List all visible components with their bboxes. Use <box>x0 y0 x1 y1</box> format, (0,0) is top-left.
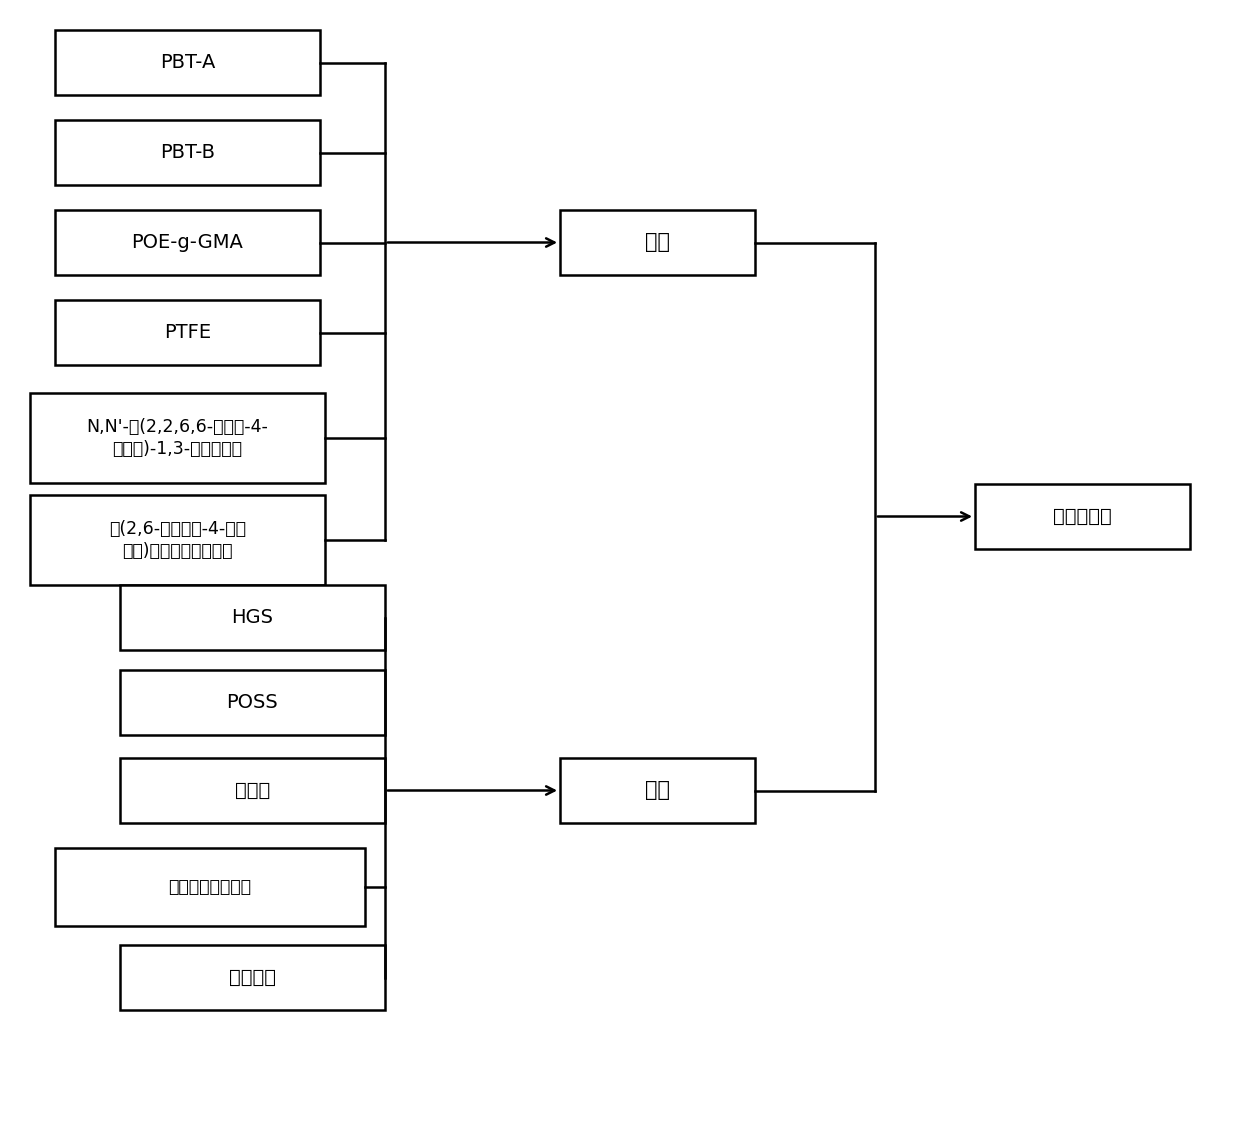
Text: POE-g-GMA: POE-g-GMA <box>131 233 243 252</box>
Bar <box>55 300 320 365</box>
Bar <box>120 945 384 1010</box>
Bar <box>120 758 384 823</box>
Bar <box>55 31 320 95</box>
Bar <box>55 848 365 926</box>
Text: 混合: 混合 <box>645 232 670 252</box>
Bar <box>30 393 325 483</box>
Bar <box>55 211 320 275</box>
Bar <box>560 211 755 275</box>
Text: PTFE: PTFE <box>164 323 211 342</box>
Text: 双(2,6-二叔丁基-4-甲基
苯基)季戊四醇二磷酸酯: 双(2,6-二叔丁基-4-甲基 苯基)季戊四醇二磷酸酯 <box>109 520 246 560</box>
Text: N,N'-双(2,2,6,6-四甲基-4-
哆啊基)-1,3-苯二甲酰胺: N,N'-双(2,2,6,6-四甲基-4- 哆啊基)-1,3-苯二甲酰胺 <box>87 418 268 458</box>
Bar <box>560 758 755 823</box>
Bar <box>55 120 320 185</box>
Bar <box>120 670 384 735</box>
Text: PBT-A: PBT-A <box>160 53 216 72</box>
Text: PBT-B: PBT-B <box>160 143 215 162</box>
Text: HGS: HGS <box>232 608 274 627</box>
Text: 超支化聚酯聚合物: 超支化聚酯聚合物 <box>169 878 252 897</box>
Bar <box>120 585 384 650</box>
Bar <box>30 495 325 585</box>
Text: 混合: 混合 <box>645 780 670 800</box>
Bar <box>975 484 1190 549</box>
Text: 偶联剂: 偶联剂 <box>234 781 270 800</box>
Text: 挤出、造粒: 挤出、造粒 <box>1053 507 1112 526</box>
Text: POSS: POSS <box>227 693 278 712</box>
Text: 芜酸酰胺: 芜酸酰胺 <box>229 968 277 987</box>
